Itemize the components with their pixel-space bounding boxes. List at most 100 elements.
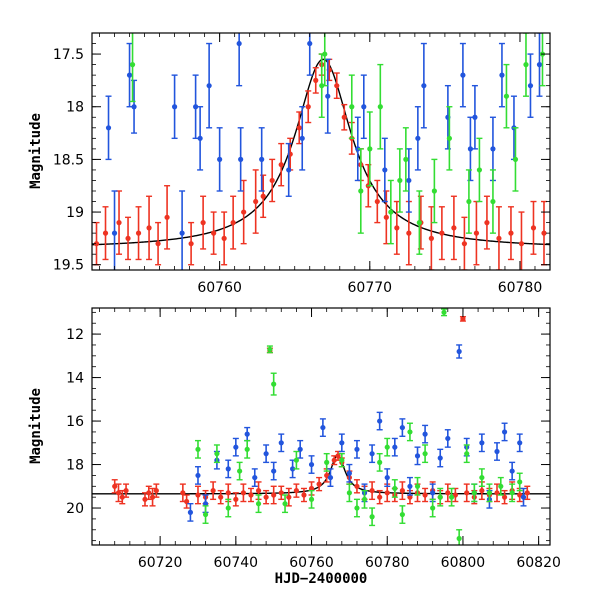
marker: [527, 83, 534, 89]
marker: [512, 156, 519, 162]
data-point: [183, 494, 190, 509]
marker: [307, 40, 313, 47]
marker: [335, 453, 341, 459]
marker: [361, 104, 367, 110]
marker: [146, 490, 152, 496]
marker: [530, 225, 537, 231]
marker: [479, 474, 485, 481]
data-point: [341, 103, 348, 131]
marker: [301, 492, 307, 498]
marker: [439, 230, 445, 236]
x-tick-label: 60800: [441, 555, 486, 571]
data-point: [282, 494, 289, 514]
data-point: [164, 185, 171, 250]
marker: [195, 472, 201, 479]
data-point: [354, 116, 361, 182]
data-point: [266, 345, 273, 354]
data-point: [366, 111, 373, 187]
data-point: [232, 492, 239, 507]
data-point: [387, 179, 394, 245]
data-point: [384, 437, 391, 457]
data-point: [478, 468, 485, 487]
data-point: [353, 498, 360, 518]
data-point: [459, 42, 466, 108]
marker: [414, 483, 421, 489]
marker: [217, 156, 223, 162]
data-point: [278, 433, 285, 453]
data-point: [377, 63, 384, 150]
data-point: [244, 426, 251, 442]
data-point: [240, 179, 247, 245]
marker: [509, 468, 515, 474]
data-point: [321, 33, 328, 87]
marker: [414, 453, 421, 459]
data-point: [414, 106, 421, 171]
marker: [479, 488, 485, 494]
data-point: [146, 195, 153, 261]
marker: [116, 220, 122, 226]
data-point: [270, 372, 277, 396]
marker: [218, 494, 224, 500]
data-point: [416, 190, 423, 255]
marker: [422, 451, 428, 457]
data-point: [131, 79, 138, 134]
data-point: [483, 195, 490, 250]
marker: [369, 488, 375, 494]
marker: [406, 230, 412, 236]
data-point: [319, 418, 326, 437]
marker: [225, 490, 231, 496]
marker: [297, 446, 303, 452]
data-point: [312, 67, 319, 94]
marker: [383, 214, 389, 220]
marker: [460, 72, 466, 78]
marker: [486, 490, 493, 496]
data-point: [194, 439, 201, 459]
data-point: [438, 206, 445, 261]
marker: [248, 492, 254, 498]
data-point: [357, 148, 364, 234]
data-point: [459, 315, 466, 322]
data-point: [391, 437, 398, 457]
data-point: [414, 446, 421, 466]
marker: [296, 125, 302, 131]
data-point: [252, 169, 259, 234]
data-point: [353, 479, 360, 494]
y-tick-label: 18.5: [53, 152, 84, 168]
data-point: [247, 487, 254, 503]
marker: [451, 225, 457, 231]
data-point: [536, 33, 543, 97]
data-point: [498, 42, 505, 108]
data-point: [194, 485, 201, 505]
data-point: [429, 498, 436, 518]
y-tick-label: 12: [66, 327, 84, 343]
marker: [494, 490, 500, 496]
data-point: [293, 483, 300, 498]
marker: [384, 474, 390, 481]
marker: [509, 490, 515, 496]
data-point: [495, 206, 502, 270]
marker: [200, 220, 206, 226]
data-point: [188, 221, 195, 266]
data-point: [520, 487, 527, 507]
data-point: [473, 200, 480, 266]
marker: [524, 490, 530, 496]
marker: [313, 77, 319, 83]
data-point: [213, 444, 220, 464]
marker: [238, 156, 244, 162]
marker: [115, 490, 122, 496]
marker: [142, 496, 148, 502]
bottom-plot-area: [92, 308, 550, 545]
data-point: [503, 63, 510, 129]
y-tick-label: 17.5: [53, 47, 84, 63]
marker: [399, 424, 405, 431]
data-point: [225, 459, 232, 479]
data-point: [153, 483, 160, 498]
data-point: [405, 148, 412, 213]
data-point: [324, 58, 331, 134]
marker: [269, 177, 275, 184]
data-point: [338, 433, 345, 453]
marker: [437, 455, 443, 461]
marker: [327, 474, 334, 481]
data-point: [374, 179, 381, 224]
data-point: [530, 200, 537, 255]
